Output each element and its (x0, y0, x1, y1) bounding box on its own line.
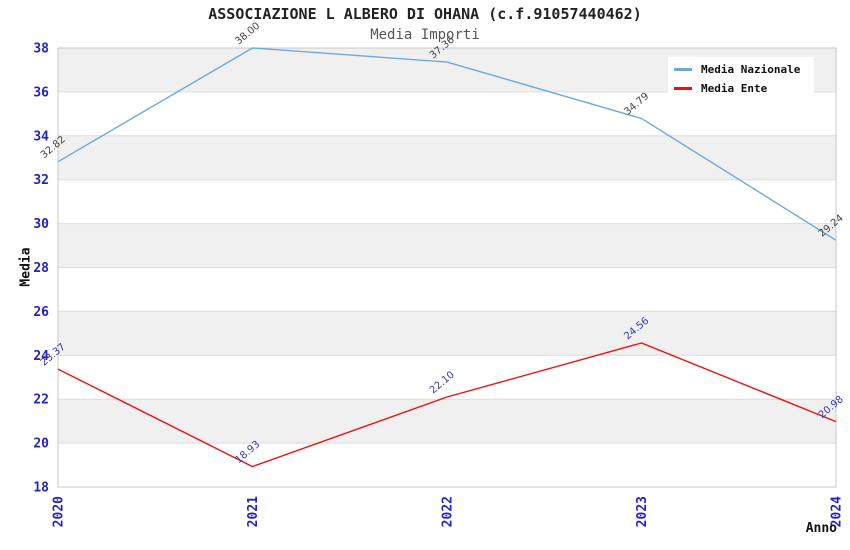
svg-text:36: 36 (33, 85, 49, 100)
svg-text:32: 32 (33, 173, 49, 188)
legend-label-media-ente: Media Ente (701, 82, 768, 95)
svg-text:2024: 2024 (830, 496, 845, 527)
legend-item-media-ente: Media Ente (674, 79, 808, 98)
svg-text:26: 26 (33, 305, 49, 320)
svg-text:2023: 2023 (635, 496, 650, 527)
legend-item-media-nazionale: Media Nazionale (674, 60, 808, 79)
y-axis-title: Media (18, 247, 34, 287)
legend: Media Nazionale Media Ente (668, 57, 814, 102)
svg-text:38.00: 38.00 (233, 20, 262, 47)
svg-text:20: 20 (33, 437, 49, 452)
svg-text:30: 30 (33, 217, 49, 232)
legend-swatch-media-ente (674, 87, 692, 90)
svg-text:24: 24 (33, 349, 49, 364)
svg-text:18: 18 (33, 481, 49, 496)
legend-swatch-media-nazionale (674, 68, 692, 71)
svg-text:22: 22 (33, 393, 49, 408)
legend-label-media-nazionale: Media Nazionale (701, 63, 801, 76)
svg-text:38: 38 (33, 42, 49, 57)
svg-text:2021: 2021 (246, 496, 261, 527)
svg-text:2020: 2020 (52, 496, 67, 527)
x-axis-title: Anno (805, 521, 837, 536)
svg-text:28: 28 (33, 261, 49, 276)
svg-text:2022: 2022 (441, 496, 456, 527)
svg-text:34: 34 (33, 129, 49, 144)
chart-title: ASSOCIAZIONE L ALBERO DI OHANA (c.f.9105… (208, 5, 642, 23)
chart-subtitle: Media Importi (370, 27, 480, 43)
